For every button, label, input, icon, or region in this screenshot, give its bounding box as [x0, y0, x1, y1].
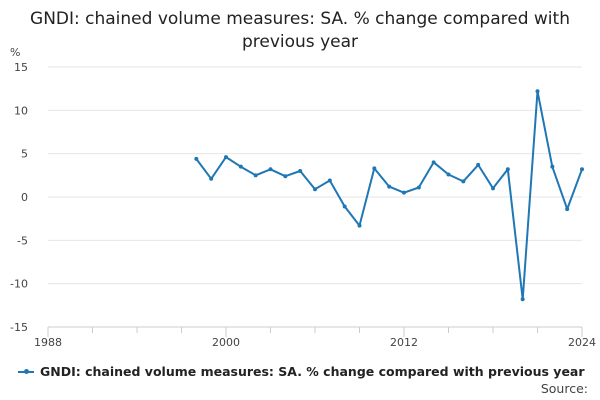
data-point: [491, 186, 495, 191]
legend-swatch-icon: [18, 367, 34, 377]
tick-labels: 15 10 5 0 -5 -10 -15% 1988 2000 2012 2024: [10, 46, 596, 349]
source-label: Source:: [540, 381, 588, 396]
legend: GNDI: chained volume measures: SA. % cha…: [18, 364, 585, 379]
data-point: [342, 204, 347, 209]
data-point: [446, 172, 451, 177]
x-tick-label: 2000: [212, 336, 240, 349]
data-point: [550, 164, 555, 169]
data-point: [238, 164, 243, 169]
y-axis-label: %: [10, 46, 20, 59]
axes: [47, 326, 583, 337]
data-point: [372, 166, 377, 171]
y-tick-label: 10: [14, 104, 28, 117]
y-tick-label: 5: [21, 148, 28, 161]
data-point: [224, 155, 228, 160]
data-point: [505, 167, 510, 172]
chart-title: GNDI: chained volume measures: SA. % cha…: [30, 9, 570, 52]
data-point: [253, 173, 258, 178]
series-line: [195, 90, 583, 301]
x-tick-label: 1988: [34, 336, 62, 349]
data-point: [431, 160, 436, 165]
y-tick-label: -10: [10, 278, 28, 291]
data-point: [268, 167, 273, 172]
data-point: [520, 297, 525, 302]
data-point: [283, 174, 288, 179]
gridlines: [48, 66, 582, 285]
data-point: [387, 184, 392, 189]
data-point: [313, 187, 317, 192]
data-point: [535, 89, 540, 94]
y-tick-label: 15: [14, 61, 28, 74]
legend-label: GNDI: chained volume measures: SA. % cha…: [40, 364, 585, 379]
data-point: [327, 178, 332, 183]
y-tick-label: 0: [21, 191, 28, 204]
data-point: [298, 169, 303, 173]
data-point: [209, 176, 214, 181]
data-point: [402, 190, 406, 195]
y-tick-label: -15: [10, 321, 28, 334]
data-point: [357, 223, 362, 228]
data-point: [476, 162, 481, 167]
x-tick-label: 2024: [568, 336, 596, 349]
data-point: [580, 167, 584, 172]
y-tick-label: -5: [17, 234, 28, 247]
data-point: [194, 156, 199, 161]
x-tick-label: 2012: [390, 336, 418, 349]
data-point: [416, 185, 421, 190]
data-point: [565, 207, 570, 212]
series-layer: [194, 89, 584, 302]
data-point: [461, 179, 466, 184]
